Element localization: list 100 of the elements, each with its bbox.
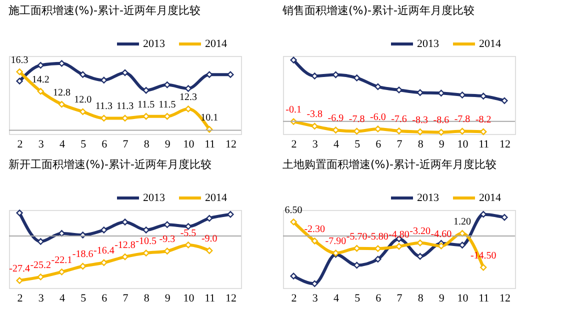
data-label: -25.2 bbox=[30, 260, 52, 271]
x-tick-label: 4 bbox=[59, 292, 66, 304]
point bbox=[100, 259, 108, 266]
x-tick-label: 3 bbox=[312, 292, 318, 304]
x-tick-label: 7 bbox=[396, 292, 403, 304]
point bbox=[122, 253, 128, 260]
point bbox=[100, 114, 108, 122]
data-label: -3.8 bbox=[306, 109, 323, 120]
data-label: -18.6 bbox=[72, 249, 94, 260]
point bbox=[142, 250, 150, 256]
legend-label: 2014 bbox=[205, 38, 228, 50]
data-label: 11.5 bbox=[138, 99, 155, 110]
x-tick-label: 3 bbox=[38, 292, 44, 304]
legend-label: 2013 bbox=[417, 192, 440, 204]
data-label: -27.4 bbox=[9, 264, 30, 275]
x-tick-label: 2 bbox=[291, 138, 297, 150]
point bbox=[290, 272, 297, 280]
x-tick-label: 5 bbox=[354, 138, 361, 150]
legend-label: 2014 bbox=[205, 192, 228, 204]
point bbox=[438, 242, 445, 250]
point bbox=[122, 69, 128, 76]
data-label: -16.4 bbox=[93, 246, 114, 257]
point bbox=[227, 211, 234, 218]
data-label: 14.2 bbox=[32, 74, 50, 86]
data-label: -7.8 bbox=[454, 114, 470, 126]
chart-title: 销售面积增速(%)-累计-近两年月度比较 bbox=[282, 4, 474, 17]
point bbox=[353, 262, 360, 269]
x-tick-label: 6 bbox=[102, 138, 108, 150]
point bbox=[416, 89, 424, 96]
point bbox=[353, 74, 360, 82]
point bbox=[227, 71, 234, 78]
data-label: -7.8 bbox=[348, 114, 365, 126]
chart-title: 新开工面积增速(%)-累计-近两年月度比较 bbox=[8, 158, 212, 171]
x-tick-label: 10 bbox=[457, 292, 469, 304]
legend-label: 2014 bbox=[479, 192, 502, 204]
point bbox=[416, 128, 424, 136]
legend-label: 2013 bbox=[143, 192, 166, 204]
x-tick-label: 6 bbox=[376, 138, 382, 150]
chart-title: 土地购置面积增速(%)-累计-近两年月度比较 bbox=[282, 158, 496, 171]
x-tick-label: 11 bbox=[478, 138, 490, 150]
point bbox=[100, 76, 108, 84]
x-tick-label: 7 bbox=[122, 138, 129, 150]
data-label: -9.3 bbox=[159, 234, 176, 246]
x-tick-label: 12 bbox=[499, 138, 510, 150]
data-label: 11.3 bbox=[95, 101, 112, 112]
point bbox=[100, 226, 108, 234]
point bbox=[16, 277, 23, 284]
x-tick-label: 2 bbox=[17, 292, 23, 304]
x-tick-label: 5 bbox=[80, 138, 87, 150]
x-tick-label: 3 bbox=[312, 138, 318, 150]
point bbox=[184, 106, 192, 112]
point bbox=[164, 113, 171, 120]
point bbox=[290, 56, 297, 64]
x-tick-label: 9 bbox=[164, 138, 171, 150]
point bbox=[37, 238, 44, 245]
x-tick-label: 10 bbox=[183, 292, 195, 304]
point bbox=[58, 268, 66, 276]
x-tick-label: 5 bbox=[80, 292, 87, 304]
point bbox=[142, 113, 150, 120]
data-label: -8.2 bbox=[475, 114, 492, 126]
point bbox=[501, 214, 508, 221]
point bbox=[458, 92, 466, 98]
data-label: -8.3 bbox=[412, 114, 428, 126]
point bbox=[142, 226, 150, 234]
point bbox=[206, 214, 213, 222]
x-tick-label: 12 bbox=[499, 292, 510, 304]
x-tick-label: 10 bbox=[457, 138, 469, 150]
point bbox=[480, 210, 487, 218]
data-label: -5.80 bbox=[367, 232, 388, 243]
x-tick-label: 8 bbox=[144, 138, 150, 150]
data-label: 12.8 bbox=[52, 87, 70, 98]
point bbox=[374, 245, 382, 252]
point bbox=[311, 72, 318, 80]
point bbox=[37, 88, 44, 95]
point bbox=[142, 87, 150, 94]
data-label: 1.20 bbox=[454, 216, 472, 228]
data-label: 10.1 bbox=[200, 112, 218, 124]
point bbox=[122, 218, 128, 226]
point bbox=[374, 126, 382, 132]
data-label: -12.8 bbox=[114, 240, 136, 251]
point bbox=[184, 85, 192, 92]
data-label: -8.6 bbox=[433, 115, 450, 126]
point bbox=[206, 71, 213, 78]
legend-label: 2014 bbox=[479, 38, 502, 50]
point bbox=[16, 68, 23, 76]
point bbox=[164, 248, 171, 254]
point bbox=[374, 256, 382, 263]
point bbox=[501, 97, 508, 104]
point bbox=[332, 126, 340, 134]
point bbox=[396, 128, 402, 134]
point bbox=[374, 83, 382, 90]
point bbox=[37, 62, 44, 69]
data-label: -5.70 bbox=[346, 231, 368, 242]
x-tick-label: 11 bbox=[204, 292, 216, 304]
x-tick-label: 9 bbox=[438, 138, 445, 150]
point bbox=[480, 264, 487, 271]
point bbox=[458, 230, 466, 237]
x-tick-label: 4 bbox=[59, 138, 66, 150]
data-label: -7.6 bbox=[391, 114, 407, 125]
point bbox=[16, 210, 23, 216]
